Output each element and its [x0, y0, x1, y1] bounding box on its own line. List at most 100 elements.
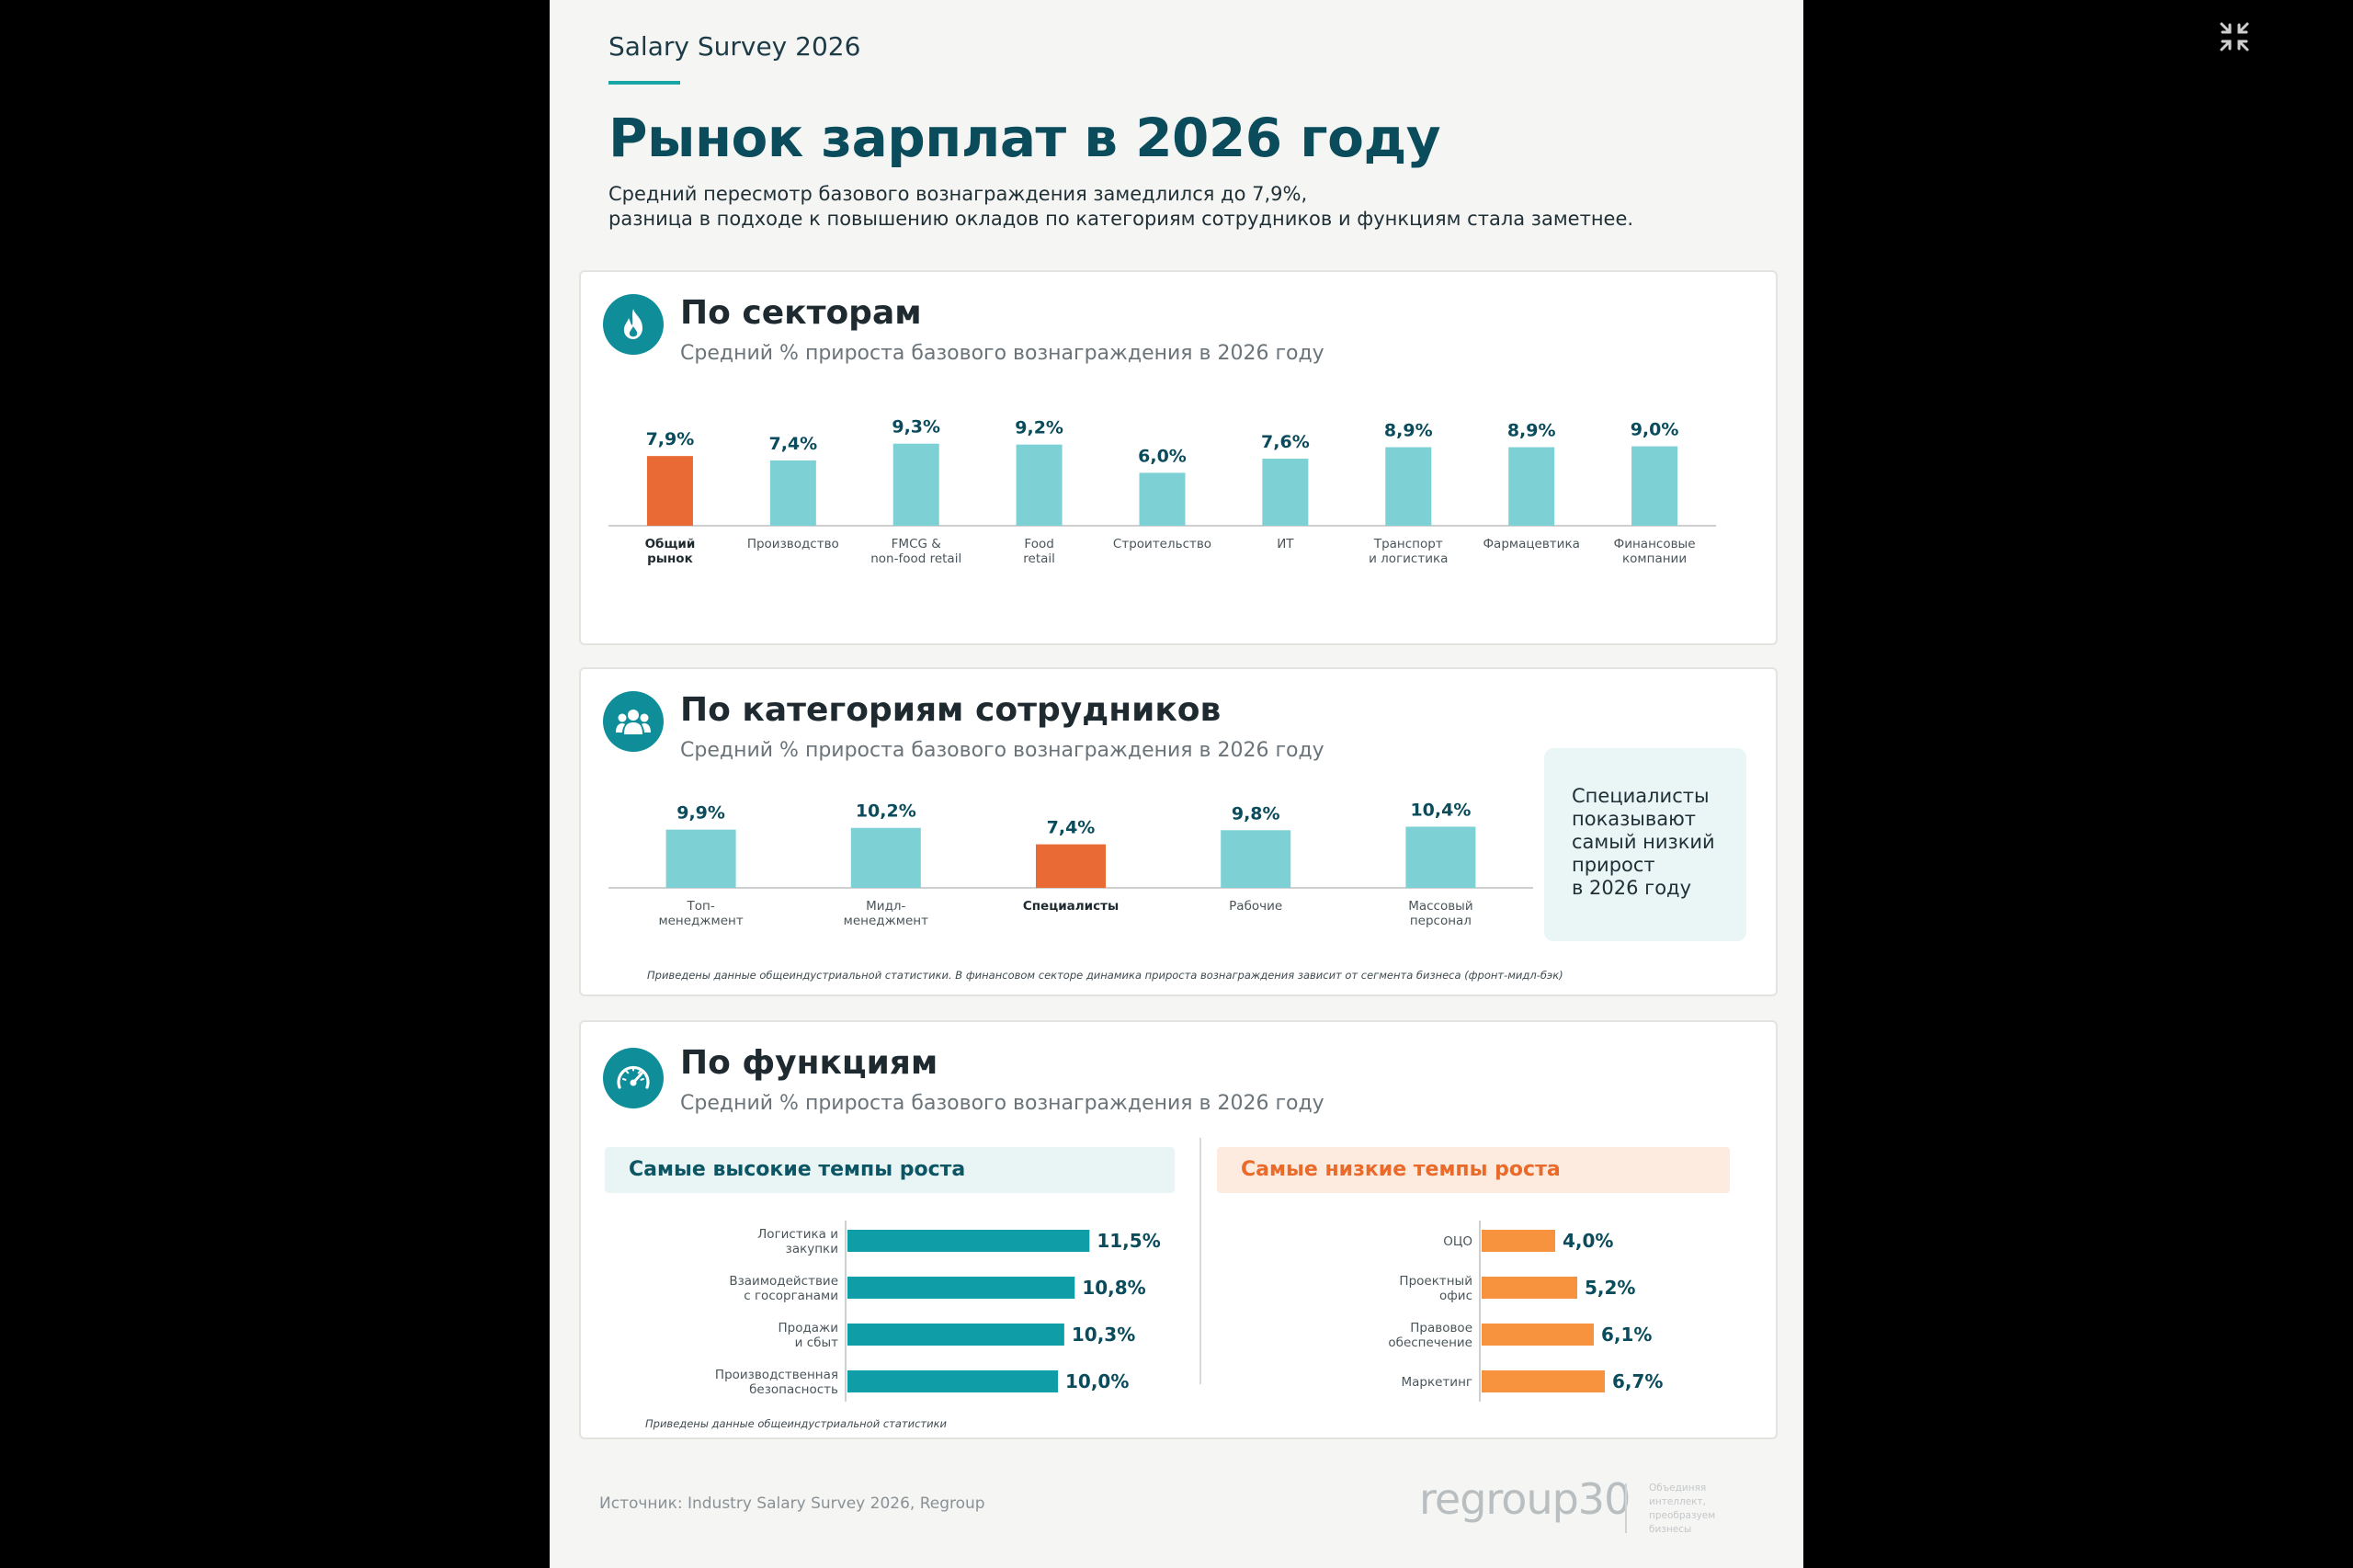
category-label: и логистика: [1369, 551, 1448, 566]
bar: [847, 1230, 1090, 1252]
category-label: с госорганами: [744, 1289, 838, 1303]
bar-value-label: 7,4%: [1047, 818, 1096, 838]
bar-value-label: 8,9%: [1507, 421, 1556, 441]
bar: [892, 443, 939, 526]
survey-brand: Salary Survey 2026: [608, 31, 861, 62]
bar-value-label: 6,1%: [1601, 1324, 1652, 1346]
bar-value-label: 5,2%: [1585, 1277, 1635, 1299]
bar: [1482, 1230, 1555, 1252]
sectors-subtitle: Средний % прироста базового вознагражден…: [680, 342, 1324, 365]
category-label: Специалисты: [1023, 899, 1119, 914]
sectors-title: По секторам: [680, 294, 922, 332]
category-label: и сбыт: [795, 1335, 838, 1350]
bar: [847, 1324, 1064, 1346]
category-label: Взаимодействие: [729, 1274, 838, 1289]
regroup-logo: regroup30: [1419, 1474, 1631, 1524]
categories-badge: [603, 691, 664, 752]
functions-note: Приведены данные общеиндустриальной стат…: [645, 1417, 947, 1430]
bar-value-label: 8,9%: [1384, 421, 1433, 441]
bar-value-label: 7,9%: [646, 429, 695, 449]
bar: [847, 1370, 1058, 1392]
functions-title: По функциям: [680, 1044, 938, 1082]
bar-value-label: 7,6%: [1261, 432, 1310, 452]
bar-value-label: 4,0%: [1563, 1230, 1613, 1252]
bar-value-label: 10,4%: [1410, 800, 1471, 820]
exit-fullscreen-icon[interactable]: [2218, 20, 2251, 53]
category-label: Фармацевтика: [1483, 537, 1579, 551]
lead-line-1: Средний пересмотр базового вознаграждени…: [608, 183, 1308, 205]
categories-title: По категориям сотрудников: [680, 691, 1222, 729]
report-page: Salary Survey 2026 Рынок зарплат в 2026 …: [550, 0, 1803, 1568]
category-label: Проектный: [1399, 1274, 1472, 1289]
category-label: рынок: [647, 551, 693, 566]
bar: [665, 829, 736, 888]
lead-text: Средний пересмотр базового вознаграждени…: [608, 182, 1711, 232]
bar-value-label: 10,2%: [856, 801, 916, 822]
bar-value-label: 10,8%: [1082, 1277, 1145, 1299]
category-label: Логистика и: [757, 1227, 838, 1242]
bar: [1482, 1324, 1594, 1346]
bar-value-label: 10,0%: [1065, 1370, 1129, 1392]
category-label: обеспечение: [1388, 1335, 1472, 1350]
category-label: retail: [1023, 551, 1055, 566]
panel-divider: [1199, 1138, 1201, 1384]
category-label: ОЦО: [1443, 1234, 1472, 1249]
bar: [847, 1277, 1075, 1299]
bar-value-label: 9,8%: [1232, 803, 1280, 824]
categories-chart: 9,9% Топ-менеджмент 10,2% Мидл-менеджмент 7,…: [608, 800, 1533, 928]
category-label: Мидл-: [866, 899, 905, 914]
bar: [1385, 447, 1432, 526]
bar: [769, 460, 816, 526]
logo-tagline: Объединяя интеллект, преобразуем бизнесы: [1649, 1483, 1716, 1535]
lead-line-2: разница в подходе к повышению окладов по…: [608, 208, 1634, 230]
category-label: Топ-: [686, 899, 714, 914]
bar: [850, 827, 921, 888]
people-group-icon: [616, 710, 651, 734]
category-label: Правовое: [1410, 1321, 1472, 1335]
bar-value-label: 9,9%: [676, 803, 725, 824]
category-label: Массовый: [1408, 899, 1472, 914]
logo-divider: [1625, 1483, 1627, 1533]
bar: [1139, 472, 1186, 526]
category-label: FMCG &: [892, 537, 942, 551]
low-growth-header: Самые низкие темпы роста: [1217, 1147, 1730, 1193]
page-title: Рынок зарплат в 2026 году: [608, 107, 1441, 169]
bar-value-label: 6,0%: [1138, 446, 1187, 466]
category-label: Финансовые: [1614, 537, 1696, 551]
category-label: безопасность: [749, 1382, 838, 1397]
bar-value-label: 9,0%: [1631, 420, 1679, 440]
category-label: Производственная: [715, 1368, 838, 1382]
category-label: офис: [1439, 1289, 1472, 1303]
category-label: Food: [1024, 537, 1053, 551]
functions-subtitle: Средний % прироста базового вознагражден…: [680, 1092, 1324, 1115]
brand-underline: [608, 81, 680, 85]
category-label: персонал: [1410, 914, 1472, 928]
flame-icon: [623, 309, 642, 339]
categories-note: Приведены данные общеиндустриальной стат…: [647, 969, 1563, 982]
bar-value-label: 11,5%: [1097, 1230, 1160, 1252]
bar-value-label: 7,4%: [768, 434, 817, 454]
speedometer-icon: [617, 1065, 650, 1089]
bar: [1036, 844, 1106, 888]
bar-value-label: 9,2%: [1015, 418, 1063, 438]
categories-card: По категориям сотрудников Средний % прир…: [579, 667, 1778, 996]
sectors-card: По секторам Средний % прироста базового …: [579, 270, 1778, 645]
source-note: Источник: Industry Salary Survey 2026, R…: [599, 1494, 985, 1513]
category-label: Рабочие: [1229, 899, 1282, 914]
bar: [646, 456, 693, 526]
bar-value-label: 10,3%: [1072, 1324, 1135, 1346]
category-label: закупки: [786, 1242, 838, 1256]
categories-subtitle: Средний % прироста базового вознагражден…: [680, 739, 1324, 762]
bar: [1631, 446, 1678, 526]
category-label: компании: [1622, 551, 1687, 566]
bar: [1405, 826, 1476, 888]
category-label: Транспорт: [1373, 537, 1443, 551]
categories-callout: Специалисты показывают самый низкий прир…: [1544, 748, 1746, 941]
functions-badge: [603, 1048, 664, 1108]
category-label: Строительство: [1113, 537, 1211, 551]
bar-value-label: 6,7%: [1612, 1370, 1663, 1392]
bar: [1482, 1370, 1605, 1392]
bar: [1482, 1277, 1577, 1299]
